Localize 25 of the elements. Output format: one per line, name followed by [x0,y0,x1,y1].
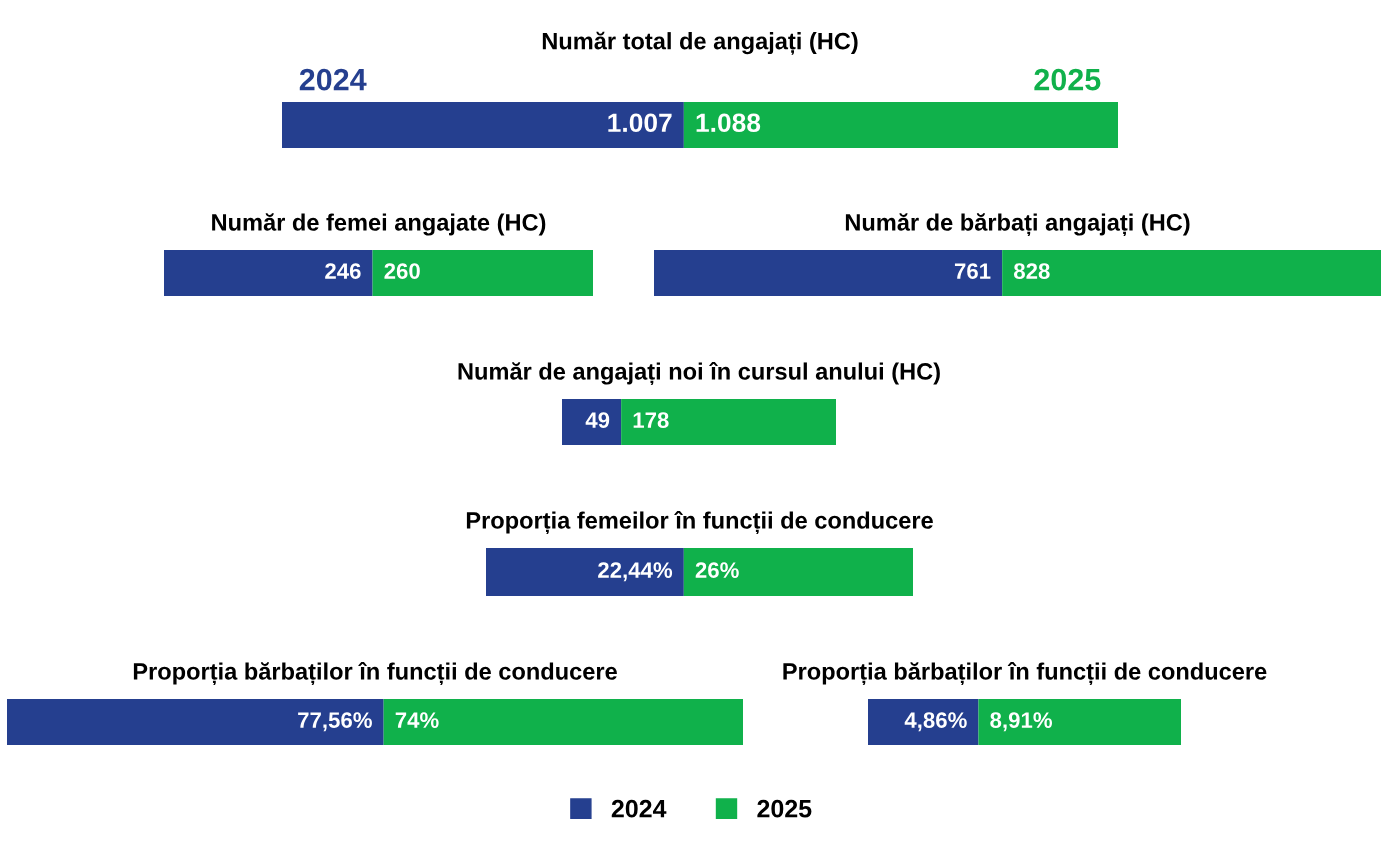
data-label: 77,56% [298,712,372,732]
data-label: 1.088 [696,113,761,133]
data-label: 828 [1013,263,1050,279]
text: 2024 [299,68,367,91]
text: 2025 [1034,68,1101,91]
data-label: 8,91% [990,712,1053,732]
chart-title: Număr de angajați noi în cursul anului (HC) [458,361,940,386]
data-label: 761 [954,263,991,279]
data-label: 1.007 [608,113,672,133]
chart-title: Proporția bărbaților în funcții de conducere [783,661,1267,686]
data-label: 178 [633,412,669,428]
legend-label: 2025 [757,799,812,818]
chart-title: Număr de bărbați angajați (HC) [845,213,1190,237]
legend-label: 2024 [611,799,667,818]
chart-title: Număr de femei angajate (HC) [212,213,546,236]
data-label: 260 [384,263,420,279]
data-label: 49 [585,412,610,428]
data-label: 22,44% [598,562,673,582]
chart-title: Proporția bărbaților în funcții de conducere [133,661,617,686]
data-label: 74% [395,712,439,728]
chart-title: Proporția femeilor în funcții de conducere [466,510,933,535]
data-label: 26% [695,562,739,578]
data-label: 246 [325,263,361,279]
chart-title: Număr total de angajați (HC) [542,31,858,55]
data-label: 4,86% [904,712,967,732]
